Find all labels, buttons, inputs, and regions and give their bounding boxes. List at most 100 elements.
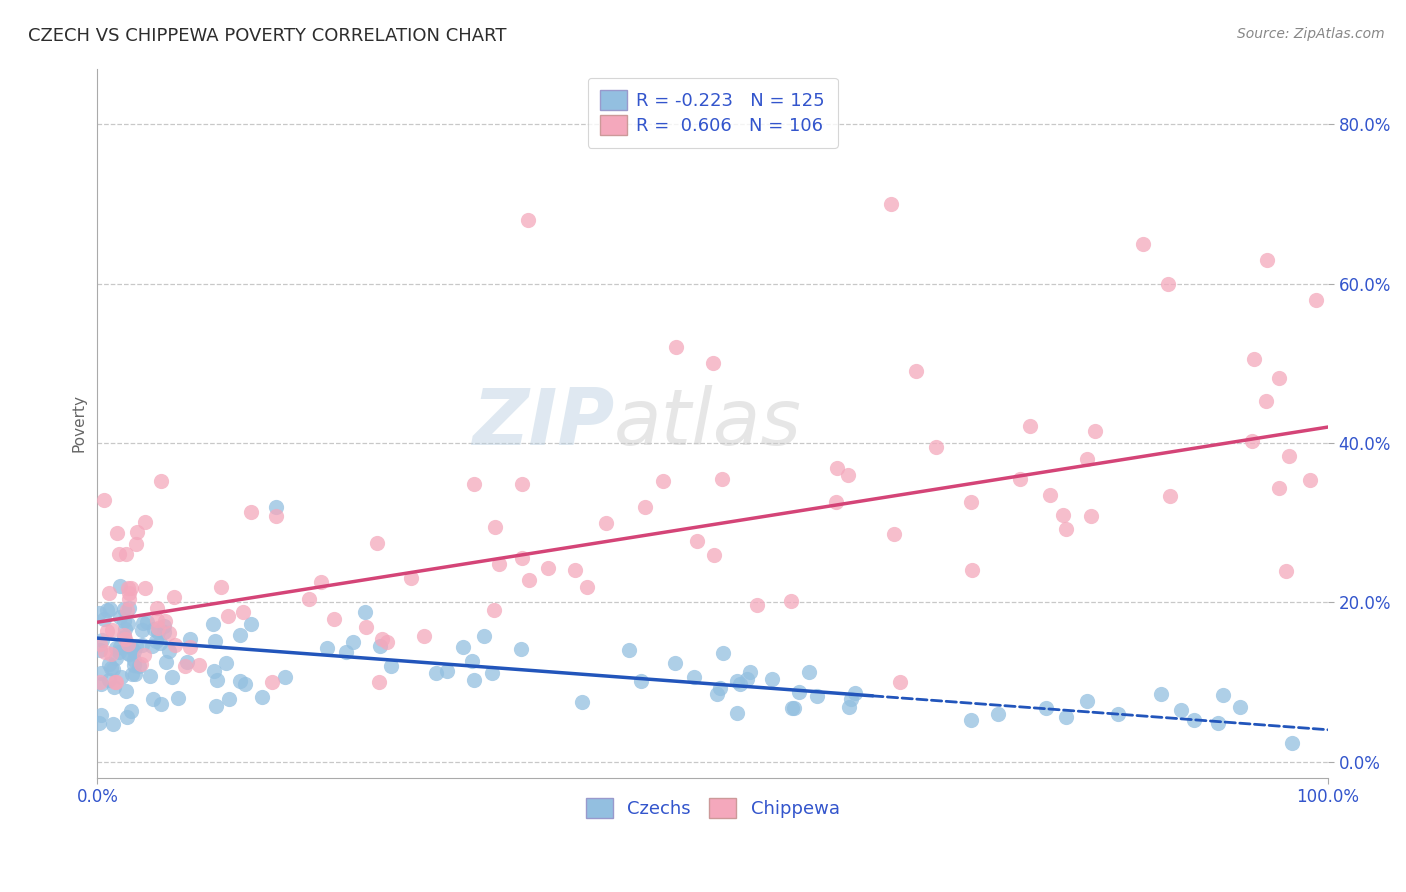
Point [153, 618, 176, 632]
Point [482, 603, 505, 617]
Point [252, 690, 274, 704]
Point [463, 476, 485, 491]
Point [157, 644, 180, 658]
Point [122, 652, 145, 666]
Point [89, 643, 111, 657]
Point [1107, 706, 1129, 721]
Point [118, 601, 141, 615]
Point [96, 624, 118, 639]
Point [510, 641, 533, 656]
Point [399, 571, 422, 585]
Point [105, 675, 128, 690]
Point [1150, 687, 1173, 701]
Point [97, 585, 120, 599]
Point [202, 664, 225, 678]
Point [121, 667, 143, 681]
Point [149, 474, 172, 488]
Point [89, 637, 111, 651]
Point [122, 657, 145, 672]
Point [207, 673, 229, 688]
Point [87, 716, 110, 731]
Legend: Czechs, Chippewa: Czechs, Chippewa [579, 791, 846, 825]
Point [204, 698, 226, 713]
Point [630, 673, 652, 688]
Point [149, 698, 172, 712]
Point [148, 624, 170, 639]
Point [104, 641, 127, 656]
Point [104, 651, 127, 665]
Point [160, 670, 183, 684]
Point [107, 645, 129, 659]
Point [118, 647, 141, 661]
Point [436, 664, 458, 678]
Point [117, 646, 139, 660]
Point [1052, 508, 1074, 523]
Point [260, 675, 283, 690]
Point [463, 673, 485, 687]
Point [146, 621, 169, 635]
Point [1267, 481, 1289, 495]
Point [132, 648, 155, 662]
Point [117, 603, 139, 617]
Point [889, 675, 911, 690]
Point [709, 681, 731, 696]
Point [117, 637, 139, 651]
Point [725, 674, 748, 689]
Point [1076, 694, 1098, 708]
Point [153, 615, 176, 629]
Point [163, 590, 186, 604]
Point [103, 681, 125, 695]
Point [98, 673, 121, 688]
Point [121, 704, 143, 718]
Point [128, 659, 150, 673]
Point [537, 561, 560, 575]
Point [1256, 394, 1278, 409]
Point [209, 580, 232, 594]
Point [117, 582, 139, 596]
Point [139, 669, 162, 683]
Point [571, 695, 593, 709]
Point [105, 526, 128, 541]
Point [90, 707, 112, 722]
Point [1268, 370, 1291, 384]
Point [375, 635, 398, 649]
Point [1035, 701, 1057, 715]
Point [595, 516, 617, 530]
Point [274, 669, 297, 683]
Point [104, 675, 127, 690]
Point [735, 673, 758, 687]
Point [517, 213, 540, 227]
Point [1157, 277, 1180, 291]
Point [218, 692, 240, 706]
Point [1056, 710, 1078, 724]
Point [316, 640, 339, 655]
Point [335, 645, 357, 659]
Point [1039, 488, 1062, 502]
Point [97, 657, 120, 671]
Point [1275, 564, 1298, 578]
Point [1281, 736, 1303, 750]
Point [100, 661, 122, 675]
Point [481, 666, 503, 681]
Point [142, 622, 165, 636]
Point [96, 602, 118, 616]
Point [101, 716, 124, 731]
Point [783, 701, 806, 715]
Point [780, 700, 803, 714]
Point [461, 654, 484, 668]
Point [960, 713, 983, 727]
Point [745, 599, 768, 613]
Point [93, 492, 115, 507]
Point [883, 526, 905, 541]
Point [93, 612, 115, 626]
Point [703, 549, 725, 563]
Point [380, 659, 402, 673]
Point [117, 617, 139, 632]
Point [118, 585, 141, 599]
Point [725, 706, 748, 720]
Point [114, 632, 136, 647]
Point [1019, 418, 1042, 433]
Y-axis label: Poverty: Poverty [72, 394, 86, 452]
Point [108, 610, 131, 624]
Point [217, 608, 239, 623]
